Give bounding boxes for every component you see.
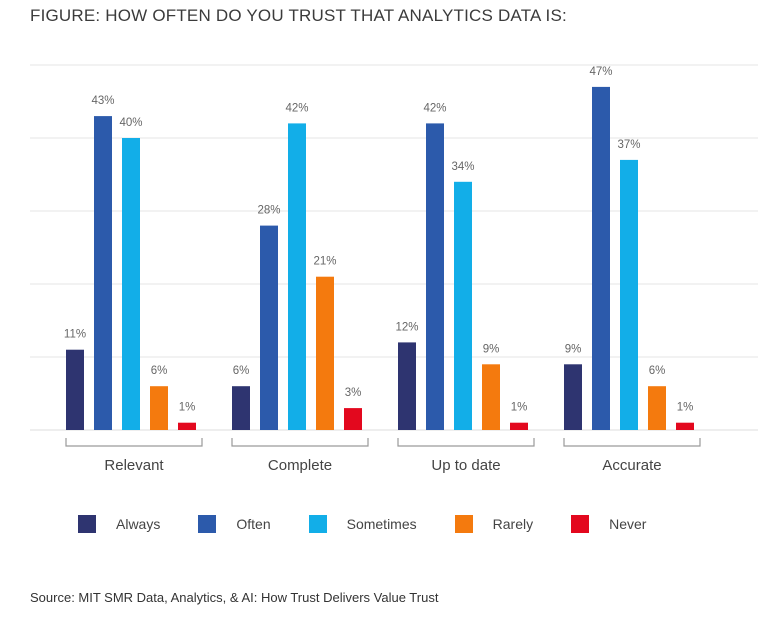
- bar-never-up-to-date: [510, 422, 528, 430]
- data-label: 34%: [451, 161, 474, 173]
- category-label: Relevant: [104, 457, 164, 474]
- data-label: 40%: [119, 117, 142, 129]
- data-label: 1%: [677, 402, 694, 414]
- source-note: Source: MIT SMR Data, Analytics, & AI: H…: [30, 590, 439, 605]
- bar-always-relevant: [66, 349, 84, 430]
- chart-title: FIGURE: HOW OFTEN DO YOU TRUST THAT ANAL…: [30, 6, 567, 25]
- data-label: 42%: [423, 102, 446, 114]
- category-bracket: [397, 438, 535, 447]
- bar-often-up-to-date: [426, 123, 444, 431]
- bar-sometimes-up-to-date: [454, 181, 472, 430]
- legend-swatch: [198, 515, 217, 533]
- legend-swatch: [78, 515, 96, 533]
- data-label: 42%: [285, 102, 308, 114]
- category-bracket: [231, 438, 369, 447]
- legend-swatch: [308, 515, 327, 533]
- bar-never-complete: [344, 408, 362, 430]
- category-label: Complete: [268, 457, 332, 474]
- legend-swatch: [571, 515, 590, 533]
- data-label: 28%: [257, 205, 280, 217]
- category-label: Accurate: [602, 457, 661, 474]
- bar-always-accurate: [564, 364, 582, 430]
- bar-rarely-complete: [316, 276, 334, 430]
- legend: Always Often Sometimes Rarely Never: [78, 512, 718, 536]
- data-label: 6%: [233, 365, 250, 377]
- category-label: Up to date: [431, 457, 500, 474]
- bar-rarely-up-to-date: [482, 364, 500, 430]
- data-label: 1%: [511, 402, 528, 414]
- bar-often-accurate: [592, 86, 610, 431]
- legend-label: Always: [116, 516, 161, 532]
- legend-item-sometimes: Sometimes: [308, 515, 417, 533]
- legend-item-often: Often: [198, 515, 271, 533]
- data-label: 6%: [151, 365, 168, 377]
- data-label: 47%: [589, 66, 612, 78]
- data-label: 6%: [649, 365, 666, 377]
- bar-sometimes-complete: [288, 123, 306, 431]
- legend-item-always: Always: [78, 515, 160, 533]
- legend-label: Sometimes: [346, 516, 417, 532]
- bar-often-complete: [260, 225, 278, 430]
- bar-sometimes-relevant: [122, 138, 140, 430]
- data-label: 37%: [617, 139, 640, 151]
- data-label: 9%: [483, 343, 500, 355]
- data-label: 11%: [64, 329, 86, 341]
- legend-item-rarely: Rarely: [454, 515, 534, 533]
- category-bracket: [65, 438, 203, 447]
- data-label: 43%: [91, 95, 114, 107]
- bar-always-complete: [232, 386, 250, 430]
- bar-rarely-relevant: [150, 386, 168, 430]
- bar-never-relevant: [178, 422, 196, 430]
- bar-never-accurate: [676, 422, 694, 430]
- bar-chart: 11% 43% 40% 6% 1% Relevant 6% 28% 42% 21% 3% Comple…: [30, 64, 758, 474]
- legend-label: Rarely: [492, 516, 534, 532]
- data-label: 12%: [395, 321, 418, 333]
- bar-sometimes-accurate: [620, 159, 638, 430]
- data-label: 3%: [345, 387, 362, 399]
- data-label: 9%: [565, 343, 582, 355]
- legend-item-never: Never: [571, 515, 646, 533]
- legend-label: Never: [609, 516, 647, 532]
- legend-label: Often: [236, 516, 271, 532]
- bar-always-up-to-date: [398, 342, 416, 430]
- bar-rarely-accurate: [648, 386, 666, 430]
- data-label: 21%: [313, 256, 336, 268]
- legend-swatch: [454, 515, 473, 533]
- data-label: 1%: [179, 402, 196, 414]
- bar-often-relevant: [94, 116, 112, 430]
- category-bracket: [563, 438, 701, 447]
